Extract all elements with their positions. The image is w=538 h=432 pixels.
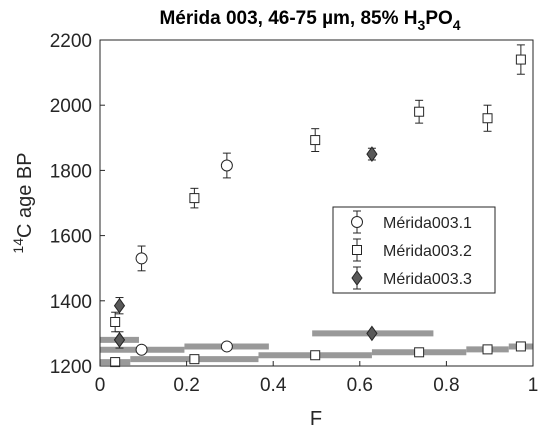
legend-item: Mérida003.3 [351, 266, 472, 290]
data-point [414, 106, 425, 117]
data-point [366, 146, 378, 162]
data-point [110, 316, 121, 327]
baseline-marker [515, 341, 526, 352]
x-tick-label: 0.6 [347, 375, 373, 396]
legend-marker [352, 245, 362, 255]
data-point [189, 193, 200, 204]
data-point [113, 297, 126, 314]
plot-frame [99, 39, 534, 367]
legend-label: Mérida003.3 [383, 271, 472, 288]
y-tick-label: 2200 [50, 31, 92, 52]
data-points [110, 44, 526, 368]
x-tick-label: 0.4 [260, 375, 287, 396]
legend-marker [351, 216, 363, 228]
legend-label: Mérida003.2 [383, 243, 472, 260]
data-point [113, 332, 126, 348]
data-point [310, 135, 321, 146]
legend-marker [351, 270, 363, 286]
baseline-marker [366, 325, 378, 342]
y-tick-label: 1400 [50, 292, 92, 313]
baseline-marker [135, 343, 148, 356]
y-tick-label: 2000 [50, 96, 92, 117]
legend: Mérida003.1 Mérida003.2 Mérida003.3 [332, 206, 496, 294]
baseline-marker [482, 344, 493, 355]
x-tick-label: 0.8 [433, 375, 459, 396]
baseline-marker [110, 357, 121, 368]
data-point [220, 159, 233, 172]
x-tick-label: 1 [528, 375, 538, 396]
legend-item: Mérida003.2 [352, 238, 472, 262]
y-axis: 1200 1400 1600 1800 2000 2200 [50, 31, 105, 378]
x-axis-label: F [310, 408, 322, 430]
data-point [135, 252, 148, 265]
x-tick-label: 0.2 [173, 375, 199, 396]
x-axis: 0 0.2 0.4 0.6 0.8 1 [95, 361, 538, 396]
y-tick-label: 1800 [50, 161, 92, 182]
y-axis-label: 14C age BP [10, 152, 36, 253]
x-tick-label: 0 [95, 375, 106, 396]
legend-item: Mérida003.1 [351, 210, 472, 234]
baseline-marker [189, 354, 200, 365]
baseline-marker [310, 350, 321, 361]
y-tick-label: 1200 [50, 357, 92, 378]
y-tick-label: 1600 [50, 227, 92, 248]
data-point [482, 113, 493, 124]
baseline-marker [220, 340, 233, 353]
data-point [515, 54, 526, 65]
baseline-marker [414, 347, 425, 358]
chart-title: Mérida 003, 46-75 µm, 85% H3PO4 [159, 8, 460, 33]
legend-label: Mérida003.1 [383, 215, 472, 232]
